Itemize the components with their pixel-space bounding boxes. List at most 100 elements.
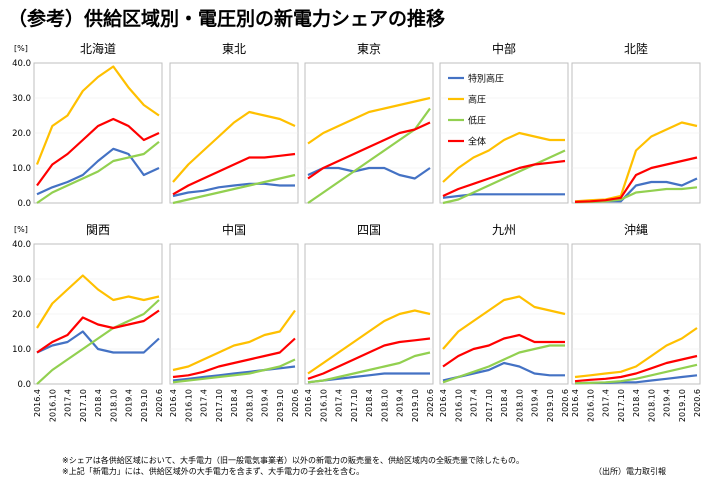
x-tick-label: 2016.10 bbox=[454, 389, 463, 422]
x-tick-label: 2017.10 bbox=[485, 389, 494, 422]
series-line-特別高圧 bbox=[36, 330, 160, 354]
series-line-特別高圧 bbox=[442, 193, 565, 199]
x-tick-label: 2019.10 bbox=[411, 389, 420, 422]
series-line-低圧 bbox=[574, 363, 698, 385]
x-tick-label: 2016.10 bbox=[48, 389, 57, 422]
series-line-高圧 bbox=[307, 309, 431, 375]
series-line-全体 bbox=[574, 156, 698, 203]
legend-label: 特別高圧 bbox=[468, 73, 504, 85]
panel-title: 九州 bbox=[492, 223, 516, 237]
y-tick-label: 10.0 bbox=[12, 345, 31, 355]
x-tick-label: 2019.4 bbox=[531, 389, 540, 417]
x-tick-label: 2019.10 bbox=[678, 389, 687, 422]
x-tick-label: 2018.4 bbox=[230, 389, 239, 417]
panel-title: 中部 bbox=[492, 41, 516, 56]
x-tick-label: 2019.10 bbox=[276, 389, 285, 422]
series-line-特別高圧 bbox=[172, 365, 296, 382]
footnote-new-power: ※上記「新電力」には、供給区域外の大手電力を含まず、大手電力の子会社を含む。 bbox=[62, 467, 365, 476]
series-line-高圧 bbox=[442, 131, 565, 183]
series-line-高圧 bbox=[442, 295, 566, 350]
x-tick-label: 2016.4 bbox=[439, 389, 448, 417]
legend-label: 高圧 bbox=[468, 94, 486, 106]
y-tick-label: 40.0 bbox=[12, 240, 31, 250]
panel-title: 北陸 bbox=[624, 42, 648, 56]
x-tick-label: 2016.4 bbox=[169, 389, 178, 417]
series-line-高圧 bbox=[574, 327, 698, 379]
series-line-全体 bbox=[307, 121, 431, 180]
footnote-share: ※シェアは各供給区域において、大手電力（旧一般電気事業者）以外の新電力の販売量を… bbox=[62, 456, 525, 465]
series-line-全体 bbox=[172, 152, 296, 196]
series-line-低圧 bbox=[36, 299, 160, 385]
x-tick-label: 2017.10 bbox=[79, 389, 88, 422]
source-note: （出所）電力取引報 bbox=[594, 467, 666, 476]
x-tick-label: 2019.4 bbox=[261, 389, 270, 417]
panel-title: 東京 bbox=[357, 42, 381, 56]
panel-title: 沖縄 bbox=[624, 222, 648, 237]
x-tick-label: 2017.4 bbox=[335, 389, 344, 417]
series-line-低圧 bbox=[307, 107, 431, 204]
y-tick-label: 10.0 bbox=[12, 164, 31, 174]
x-tick-label: 2019.10 bbox=[546, 389, 555, 422]
x-tick-label: 2020.6 bbox=[291, 389, 300, 417]
y-tick-label: 20.0 bbox=[12, 310, 31, 320]
series-line-低圧 bbox=[172, 358, 296, 384]
x-tick-label: 2017.10 bbox=[215, 389, 224, 422]
page-title: （参考）供給区域別・電圧別の新電力シェアの推移 bbox=[8, 8, 446, 30]
series-line-特別高圧 bbox=[36, 147, 160, 196]
x-tick-label: 2016.10 bbox=[319, 389, 328, 422]
x-tick-label: 2018.10 bbox=[380, 389, 389, 422]
series-line-高圧 bbox=[307, 96, 431, 145]
series-line-特別高圧 bbox=[172, 182, 295, 198]
y-tick-label: 30.0 bbox=[12, 275, 31, 285]
series-line-低圧 bbox=[442, 149, 566, 205]
x-tick-label: 2020.6 bbox=[155, 389, 164, 417]
y-tick-label: 30.0 bbox=[12, 94, 31, 104]
panel-title: 中国 bbox=[222, 222, 246, 237]
series-line-高圧 bbox=[35, 65, 160, 165]
y-tick-label: 0.0 bbox=[17, 380, 31, 390]
x-tick-label: 2018.10 bbox=[515, 389, 524, 422]
x-tick-label: 2020.6 bbox=[426, 389, 435, 417]
legend-label: 全体 bbox=[468, 136, 486, 148]
x-tick-label: 2019.4 bbox=[663, 389, 672, 417]
x-tick-label: 2017.10 bbox=[350, 389, 359, 422]
x-tick-label: 2018.10 bbox=[647, 389, 656, 422]
series-line-全体 bbox=[307, 337, 431, 380]
series-line-全体 bbox=[36, 117, 160, 187]
series-line-全体 bbox=[172, 337, 296, 379]
series-line-全体 bbox=[574, 354, 698, 383]
x-tick-label: 2016.10 bbox=[586, 389, 595, 422]
x-tick-label: 2020.6 bbox=[561, 389, 570, 417]
x-tick-label: 2017.4 bbox=[470, 389, 479, 417]
x-tick-label: 2016.4 bbox=[33, 389, 42, 417]
series-line-低圧 bbox=[172, 173, 296, 205]
x-tick-label: 2016.10 bbox=[184, 389, 193, 422]
series-line-全体 bbox=[36, 309, 160, 354]
y-unit-label: [%] bbox=[14, 225, 28, 234]
panel-title: 東北 bbox=[222, 42, 246, 56]
legend-label: 低圧 bbox=[468, 115, 486, 127]
panel-title: 関西 bbox=[86, 223, 110, 237]
x-tick-label: 2020.6 bbox=[693, 389, 702, 417]
x-tick-label: 2019.4 bbox=[396, 389, 405, 417]
series-line-高圧 bbox=[172, 110, 296, 183]
series-line-高圧 bbox=[172, 309, 296, 372]
x-tick-label: 2018.4 bbox=[632, 389, 641, 417]
x-tick-label: 2016.4 bbox=[571, 389, 580, 417]
series-line-低圧 bbox=[36, 140, 160, 204]
y-tick-label: 0.0 bbox=[17, 199, 31, 209]
x-tick-label: 2018.4 bbox=[94, 389, 103, 417]
x-tick-label: 2017.4 bbox=[64, 389, 73, 417]
x-tick-label: 2018.4 bbox=[365, 389, 374, 417]
x-tick-label: 2017.4 bbox=[602, 389, 611, 417]
y-unit-label: [%] bbox=[14, 44, 28, 53]
series-line-低圧 bbox=[307, 351, 431, 384]
x-tick-label: 2019.10 bbox=[140, 389, 149, 422]
series-line-低圧 bbox=[442, 344, 565, 384]
x-tick-label: 2017.4 bbox=[200, 389, 209, 417]
series-line-全体 bbox=[442, 333, 565, 368]
x-tick-label: 2018.4 bbox=[500, 389, 509, 417]
y-tick-label: 40.0 bbox=[12, 59, 31, 69]
x-tick-label: 2018.10 bbox=[109, 389, 118, 422]
